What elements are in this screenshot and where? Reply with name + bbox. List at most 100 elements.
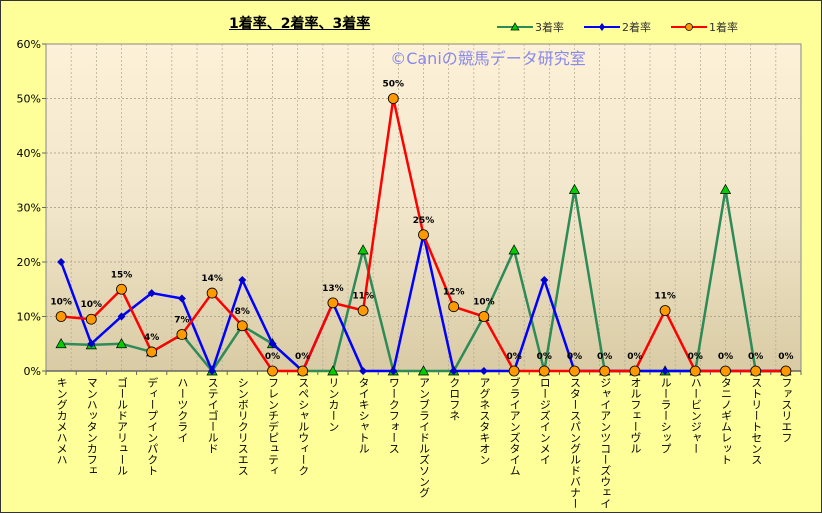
data-point — [206, 287, 218, 299]
data-label: 0% — [506, 352, 521, 362]
data-label: 0% — [567, 352, 582, 362]
data-point — [116, 283, 127, 295]
data-point — [359, 367, 368, 375]
triangle-marker-icon — [497, 22, 533, 31]
data-point — [659, 305, 671, 316]
x-tick-label: ワークフォース — [387, 377, 401, 454]
x-tick-label: キングカメハメハ — [55, 377, 69, 465]
x-tick-label: ハーツクライ — [175, 377, 189, 443]
x-tick-label: オルフェーヴル — [628, 377, 642, 454]
y-tick-label: 10% — [17, 311, 41, 324]
chart-title: 1着率、2着率、3着率 — [229, 16, 371, 32]
data-label: 0% — [778, 352, 793, 362]
data-point — [661, 367, 670, 375]
x-tick-label: ステイゴールド — [206, 377, 220, 454]
x-tick-label: ジャイアンツコーズウェイ — [598, 377, 612, 509]
data-point — [357, 305, 369, 316]
data-label: 12% — [443, 288, 465, 298]
legend: 3着率 2着率 1着率 — [497, 19, 738, 35]
y-tick-label: 50% — [17, 93, 41, 106]
data-label: 10% — [473, 298, 495, 308]
data-point — [720, 365, 731, 377]
x-tick-label: ブライアンズタイム — [508, 377, 522, 476]
data-label: 0% — [597, 352, 612, 362]
data-point — [387, 93, 399, 104]
legend-item-3: 3着率 — [497, 19, 564, 35]
data-point — [327, 365, 339, 376]
x-tick-label: シンボリクリスエス — [236, 377, 250, 476]
x-tick-label: クロフネ — [447, 377, 461, 421]
data-point — [750, 365, 762, 377]
data-point — [236, 320, 248, 332]
data-point — [176, 329, 188, 340]
data-point — [177, 294, 186, 303]
data-point — [478, 311, 490, 322]
data-point — [146, 346, 158, 358]
x-tick-label: アンブライドルズソング — [417, 377, 431, 498]
data-label: 8% — [235, 307, 250, 317]
data-label: 0% — [718, 352, 733, 362]
x-tick-label: タイキシャトル — [357, 377, 371, 454]
data-label: 0% — [265, 352, 280, 362]
data-point — [418, 229, 429, 241]
data-point — [55, 311, 67, 322]
data-point — [208, 367, 217, 375]
x-tick-label: タニノギムレット — [719, 377, 733, 465]
legend-item-2: 2着率 — [584, 19, 651, 35]
data-point — [297, 365, 309, 377]
y-tick-label: 60% — [17, 38, 41, 51]
x-tick-label: ゴールドアリュール — [115, 377, 129, 476]
data-label: 50% — [383, 80, 405, 90]
x-tick-label: ロージズインメイ — [538, 377, 552, 465]
data-label: 15% — [111, 270, 133, 280]
data-point — [57, 258, 66, 266]
data-point — [417, 365, 430, 376]
x-tick-label: アグネスタキオン — [477, 377, 491, 465]
y-tick-label: 0% — [24, 365, 41, 378]
data-label: 0% — [295, 352, 310, 362]
watermark: ©Caniの競馬データ研究室 — [390, 49, 586, 68]
data-point — [508, 244, 520, 255]
y-tick-label: 30% — [17, 202, 41, 215]
x-tick-label: ストリートセンス — [749, 377, 763, 465]
data-point — [540, 275, 549, 284]
data-point — [479, 367, 488, 375]
x-tick-label: フレンチデピュティ — [266, 377, 280, 476]
data-label: 13% — [322, 284, 344, 294]
series-3 — [55, 93, 792, 377]
data-point — [268, 339, 277, 348]
data-label: 11% — [352, 292, 374, 302]
x-tick-label: マンハッタンカフェ — [85, 377, 99, 476]
data-label: 0% — [537, 352, 552, 362]
data-point — [569, 365, 580, 377]
data-point — [508, 365, 520, 377]
data-point — [689, 365, 701, 377]
data-label: 10% — [50, 298, 72, 308]
data-point — [147, 289, 156, 298]
data-point — [238, 275, 247, 284]
x-tick-label: スタースパングルドバナー — [568, 377, 582, 509]
data-point — [117, 312, 126, 321]
data-point — [327, 297, 339, 309]
x-tick-label: ルーラーシップ — [659, 377, 673, 454]
data-label: 10% — [81, 300, 103, 310]
data-label: 0% — [688, 352, 703, 362]
data-point — [629, 365, 641, 377]
data-point — [85, 313, 97, 325]
data-point — [115, 338, 128, 349]
data-point — [267, 365, 278, 377]
data-point — [568, 183, 581, 194]
data-label: 0% — [627, 352, 642, 362]
data-point — [780, 365, 792, 377]
y-tick-label: 20% — [17, 256, 41, 269]
data-point — [87, 339, 96, 348]
data-point — [599, 365, 611, 377]
data-point — [55, 338, 67, 349]
legend-item-1: 1着率 — [671, 19, 738, 35]
data-label: 14% — [201, 274, 223, 284]
x-tick-label: ハービンジャー — [689, 377, 703, 454]
x-tick-label: ディープインパクト — [145, 377, 159, 476]
y-tick-label: 40% — [17, 147, 41, 160]
